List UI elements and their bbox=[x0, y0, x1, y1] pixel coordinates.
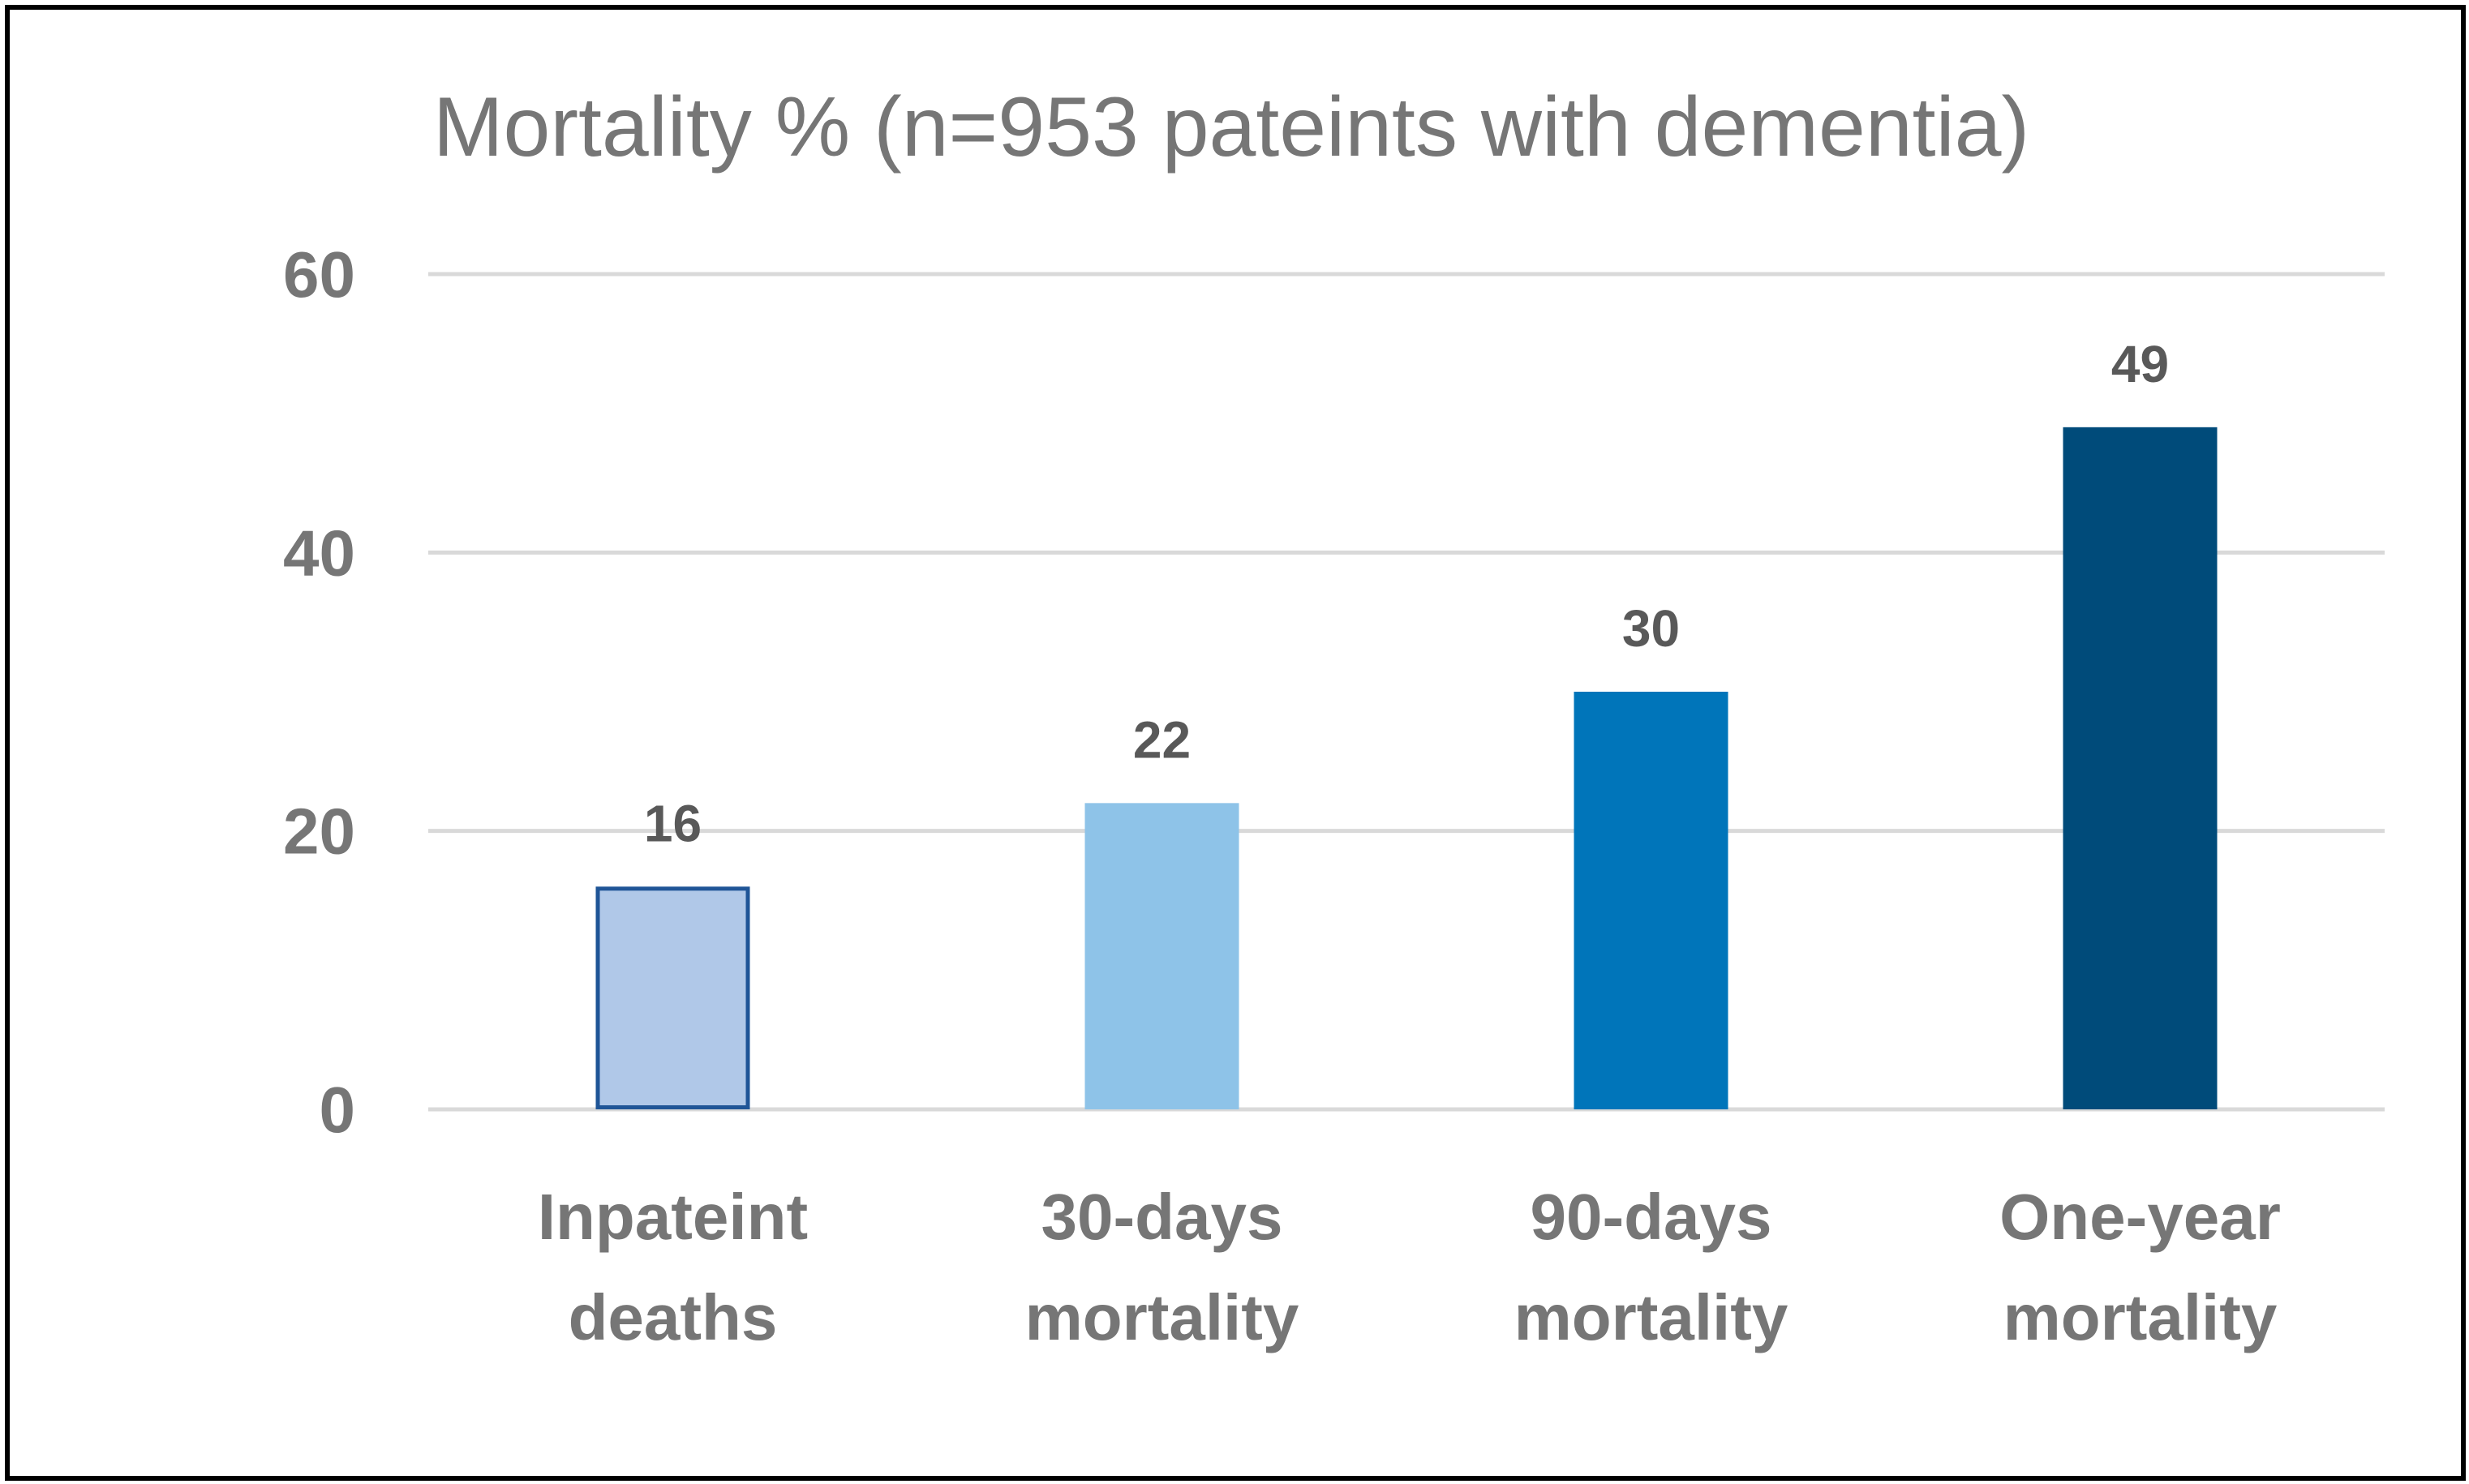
x-axis-categories: Inpateint deaths 30-days mortality 90-days mo… bbox=[538, 1181, 2281, 1353]
x-tick-label: mortality bbox=[1025, 1281, 1299, 1353]
x-tick-label: One-year bbox=[1999, 1181, 2281, 1253]
gridlines bbox=[428, 272, 2385, 1112]
chart-title: Mortality % (n=953 pateints with dementi… bbox=[433, 80, 2029, 174]
bar bbox=[1084, 803, 1239, 1109]
x-tick-label: mortality bbox=[1514, 1281, 1788, 1353]
x-tick-label: deaths bbox=[569, 1281, 778, 1353]
data-label: 16 bbox=[644, 794, 702, 852]
data-label: 22 bbox=[1133, 710, 1191, 769]
bar bbox=[2063, 427, 2218, 1109]
data-label: 49 bbox=[2111, 335, 2169, 393]
chart-frame bbox=[5, 5, 2466, 1481]
y-tick-label: 0 bbox=[320, 1074, 356, 1146]
y-axis-ticks: 0 20 40 60 bbox=[283, 238, 355, 1146]
y-tick-label: 20 bbox=[283, 796, 355, 868]
x-tick-label: 90-days bbox=[1531, 1181, 1772, 1253]
y-tick-label: 40 bbox=[283, 517, 355, 589]
bars bbox=[595, 427, 2218, 1110]
x-tick-label: 30-days bbox=[1041, 1181, 1283, 1253]
data-label: 30 bbox=[1622, 599, 1680, 658]
bar bbox=[1574, 692, 1728, 1109]
y-tick-label: 60 bbox=[283, 238, 355, 311]
x-tick-label: mortality bbox=[2003, 1281, 2278, 1353]
x-tick-label: Inpateint bbox=[538, 1181, 808, 1253]
value-labels: 16 22 30 49 bbox=[644, 335, 2169, 853]
bar bbox=[595, 886, 750, 1110]
